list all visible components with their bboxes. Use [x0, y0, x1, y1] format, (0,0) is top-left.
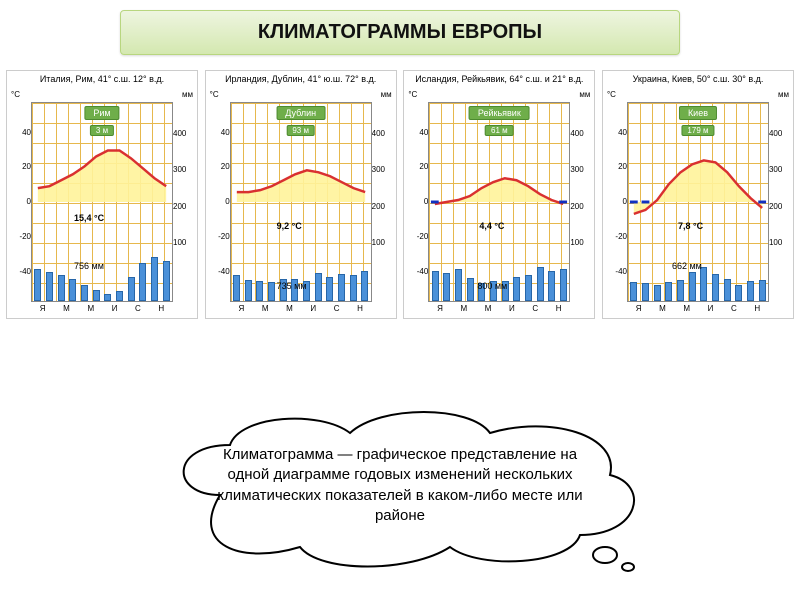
precip-bar	[654, 285, 661, 301]
month-ticks: ЯММИСН	[428, 304, 570, 316]
precip-bar	[81, 285, 88, 301]
elevation-badge: 3 м	[90, 125, 114, 136]
plot-area: Дублин 93 м 9,2 °C 735 мм	[230, 102, 372, 302]
precip-ticks: 400300200100	[372, 102, 394, 302]
precip-bar	[256, 281, 263, 301]
location-label: Ирландия, Дублин, 41° ю.ш. 72° в.д.	[206, 71, 396, 88]
plot-area: Рим 3 м 15,4 °C 756 мм	[31, 102, 173, 302]
axis-label-celsius: °C	[408, 90, 417, 99]
avg-temp-label: 7,8 °C	[678, 221, 703, 231]
climatogram-card: Украина, Киев, 50° с.ш. 30° в.д. °C мм 4020…	[602, 70, 794, 319]
temp-ticks: 40200-20-40	[9, 102, 31, 302]
elevation-badge: 61 м	[485, 125, 514, 136]
temp-ticks: 40200-20-40	[208, 102, 230, 302]
precip-bar	[735, 285, 742, 301]
precip-bar	[537, 267, 544, 301]
month-ticks: ЯММИСН	[627, 304, 769, 316]
precip-bar	[116, 291, 123, 301]
avg-temp-label: 15,4 °C	[74, 213, 104, 223]
climatogram-card: Ирландия, Дублин, 41° ю.ш. 72° в.д. °C мм 4…	[205, 70, 397, 319]
climatogram-card: Исландия, Рейкьявик, 64° с.ш. и 21° в.д.…	[403, 70, 595, 319]
annual-precip-label: 756 мм	[74, 261, 104, 271]
avg-temp-label: 9,2 °C	[277, 221, 302, 231]
precip-ticks: 400300200100	[173, 102, 195, 302]
location-label: Исландия, Рейкьявик, 64° с.ш. и 21° в.д.	[404, 71, 594, 88]
axis-label-celsius: °C	[607, 90, 616, 99]
avg-temp-label: 4,4 °C	[479, 221, 504, 231]
temp-ticks: 40200-20-40	[605, 102, 627, 302]
precip-bar	[69, 279, 76, 301]
month-ticks: ЯММИСН	[31, 304, 173, 316]
precip-bar	[525, 275, 532, 301]
precip-bar	[128, 277, 135, 301]
axis-label-mm: мм	[579, 90, 590, 99]
precip-bar	[350, 275, 357, 301]
chart-body: °C мм 40200-20-40 400300200100 Рим 3 м 15,4 °C…	[7, 88, 197, 318]
temp-ticks: 40200-20-40	[406, 102, 428, 302]
precip-bar	[245, 280, 252, 301]
precip-bar	[689, 272, 696, 301]
precip-bar	[233, 275, 240, 301]
precip-bar	[338, 274, 345, 301]
page-title: КЛИМАТОГРАММЫ ЕВРОПЫ	[120, 10, 680, 55]
precip-bar	[93, 290, 100, 301]
definition-cloud: Климатограмма — графическое представлени…	[150, 405, 650, 575]
precip-bar	[642, 283, 649, 301]
precip-bar	[443, 273, 450, 301]
city-badge: Дублин	[276, 106, 325, 120]
city-badge: Рим	[84, 106, 119, 120]
axis-label-mm: мм	[778, 90, 789, 99]
precip-bar	[560, 269, 567, 301]
location-label: Италия, Рим, 41° с.ш. 12° в.д.	[7, 71, 197, 88]
precip-bar	[151, 257, 158, 301]
precip-bar	[467, 278, 474, 301]
precip-bar	[432, 271, 439, 301]
precip-bar	[747, 281, 754, 301]
precip-bar	[548, 271, 555, 301]
precip-bar	[513, 277, 520, 301]
charts-container: Италия, Рим, 41° с.ш. 12° в.д. °C мм 40200-…	[0, 70, 800, 319]
annual-precip-label: 662 мм	[672, 261, 702, 271]
plot-area: Рейкьявик 61 м 4,4 °C 800 мм	[428, 102, 570, 302]
precip-bar	[34, 269, 41, 301]
precip-bar	[268, 282, 275, 301]
elevation-badge: 93 м	[286, 125, 315, 136]
month-ticks: ЯММИСН	[230, 304, 372, 316]
precip-bar	[46, 272, 53, 301]
precip-bar	[58, 275, 65, 301]
precip-bar	[139, 263, 146, 301]
chart-body: °C мм 40200-20-40 400300200100 Дублин 93 м 9,2…	[206, 88, 396, 318]
precip-bar	[724, 279, 731, 301]
plot-area: Киев 179 м 7,8 °C 662 мм	[627, 102, 769, 302]
precip-bar	[455, 269, 462, 301]
axis-label-celsius: °C	[11, 90, 20, 99]
location-label: Украина, Киев, 50° с.ш. 30° в.д.	[603, 71, 793, 88]
city-badge: Киев	[679, 106, 717, 120]
precip-bar	[630, 282, 637, 301]
climatogram-card: Италия, Рим, 41° с.ш. 12° в.д. °C мм 40200-…	[6, 70, 198, 319]
elevation-badge: 179 м	[681, 125, 714, 136]
precip-bar	[665, 282, 672, 301]
precip-ticks: 400300200100	[769, 102, 791, 302]
precip-bar	[712, 274, 719, 301]
precip-ticks: 400300200100	[570, 102, 592, 302]
axis-label-mm: мм	[182, 90, 193, 99]
definition-text: Климатограмма — графическое представлени…	[200, 445, 600, 526]
axis-label-celsius: °C	[210, 90, 219, 99]
precip-bar	[326, 277, 333, 301]
city-badge: Рейкьявик	[469, 106, 530, 120]
chart-body: °C мм 40200-20-40 400300200100 Рейкьявик 61 м…	[404, 88, 594, 318]
chart-body: °C мм 40200-20-40 400300200100 Киев 179 м 7,8 …	[603, 88, 793, 318]
annual-precip-label: 735 мм	[277, 281, 307, 291]
precip-bar	[163, 261, 170, 301]
precip-bar	[104, 294, 111, 301]
precip-bar	[759, 280, 766, 301]
annual-precip-label: 800 мм	[477, 281, 507, 291]
precip-bar	[677, 280, 684, 301]
precip-bar	[700, 267, 707, 301]
axis-label-mm: мм	[381, 90, 392, 99]
precip-bar	[315, 273, 322, 301]
precip-bar	[361, 271, 368, 301]
